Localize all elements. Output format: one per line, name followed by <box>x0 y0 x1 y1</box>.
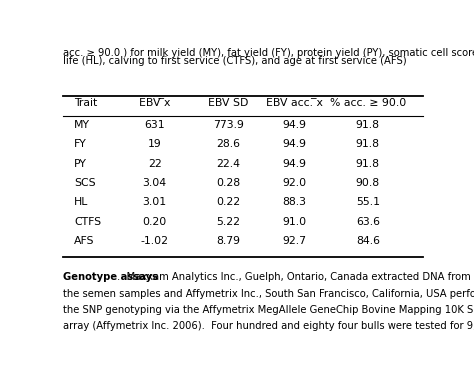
Text: acc. ≥ 90.0 ) for milk yield (MY), fat yield (FY), protein yield (PY), somatic c: acc. ≥ 90.0 ) for milk yield (MY), fat y… <box>63 48 474 58</box>
Text: 91.8: 91.8 <box>356 159 380 169</box>
Text: 28.6: 28.6 <box>216 139 240 149</box>
Text: 3.01: 3.01 <box>143 197 167 207</box>
Text: the semen samples and Affymetrix Inc., South San Francisco, California, USA perf: the semen samples and Affymetrix Inc., S… <box>63 288 474 299</box>
Text: 3.04: 3.04 <box>143 178 167 188</box>
Text: FY: FY <box>74 139 87 149</box>
Text: 94.9: 94.9 <box>283 159 306 169</box>
Text: 88.3: 88.3 <box>283 197 306 207</box>
Text: 90.8: 90.8 <box>356 178 380 188</box>
Text: 92.7: 92.7 <box>283 236 306 246</box>
Text: 22.4: 22.4 <box>216 159 240 169</box>
Text: EBV acc. ̅x: EBV acc. ̅x <box>266 98 323 108</box>
Text: EBV ̅x: EBV ̅x <box>139 98 171 108</box>
Text: 63.6: 63.6 <box>356 217 380 227</box>
Text: EBV SD: EBV SD <box>208 98 248 108</box>
Text: 92.0: 92.0 <box>283 178 306 188</box>
Text: CTFS: CTFS <box>74 217 101 227</box>
Text: 91.8: 91.8 <box>356 120 380 130</box>
Text: 94.9: 94.9 <box>283 139 306 149</box>
Text: 94.9: 94.9 <box>283 120 306 130</box>
Text: Genotype assays: Genotype assays <box>63 272 158 282</box>
Text: MY: MY <box>74 120 90 130</box>
Text: -1.02: -1.02 <box>141 236 169 246</box>
Text: Trait: Trait <box>74 98 97 108</box>
Text: 22: 22 <box>148 159 162 169</box>
Text: 91.0: 91.0 <box>283 217 306 227</box>
Text: AFS: AFS <box>74 236 94 246</box>
Text: 773.9: 773.9 <box>213 120 244 130</box>
Text: 0.20: 0.20 <box>143 217 167 227</box>
Text: 55.1: 55.1 <box>356 197 380 207</box>
Text: 84.6: 84.6 <box>356 236 380 246</box>
Text: 91.8: 91.8 <box>356 139 380 149</box>
Text: PY: PY <box>74 159 87 169</box>
Text: .  Maxxam Analytics Inc., Guelph, Ontario, Canada extracted DNA from: . Maxxam Analytics Inc., Guelph, Ontario… <box>117 272 471 282</box>
Text: SCS: SCS <box>74 178 96 188</box>
Text: 19: 19 <box>148 139 162 149</box>
Text: 5.22: 5.22 <box>216 217 240 227</box>
Text: 0.28: 0.28 <box>216 178 240 188</box>
Text: array (Affymetrix Inc. 2006).  Four hundred and eighty four bulls were tested fo: array (Affymetrix Inc. 2006). Four hundr… <box>63 321 474 331</box>
Text: life (HL), calving to first service (CTFS), and age at first service (AFS): life (HL), calving to first service (CTF… <box>63 56 407 66</box>
Text: 8.79: 8.79 <box>216 236 240 246</box>
Text: 0.22: 0.22 <box>216 197 240 207</box>
Text: 631: 631 <box>145 120 165 130</box>
Text: the SNP genotyping via the Affymetrix MegAllele GeneChip Bovine Mapping 10K SNP: the SNP genotyping via the Affymetrix Me… <box>63 305 474 315</box>
Text: % acc. ≥ 90.0: % acc. ≥ 90.0 <box>330 98 406 108</box>
Text: HL: HL <box>74 197 88 207</box>
